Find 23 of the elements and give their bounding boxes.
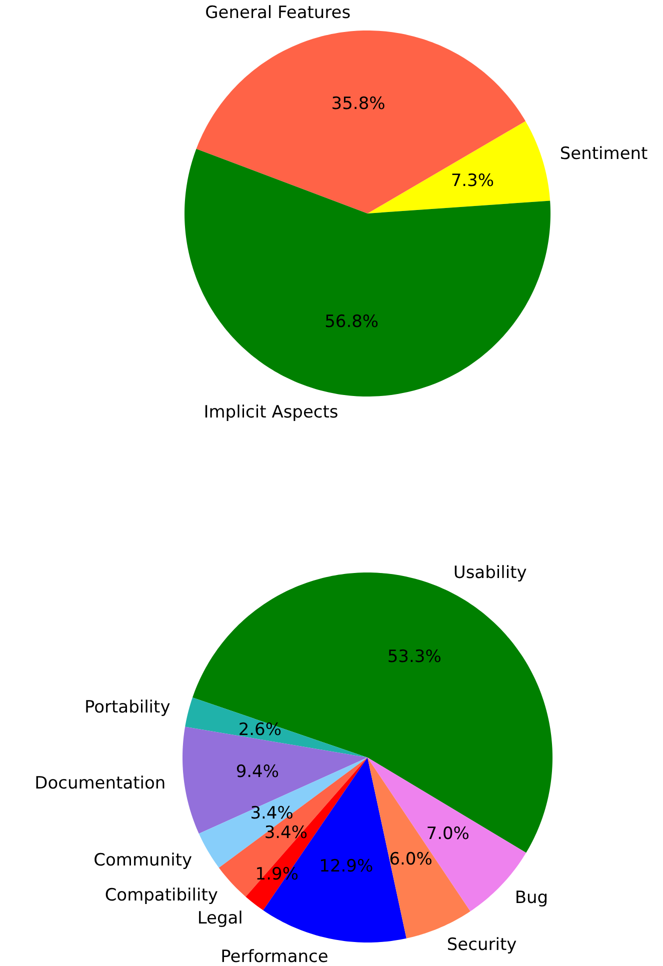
slice-label: Compatibility [104, 885, 218, 906]
slice-label: Implicit Aspects [204, 402, 338, 423]
data-label: 35.8% [331, 94, 386, 114]
data-label: 7.3% [450, 171, 494, 192]
data-label: 56.8% [324, 312, 379, 332]
slice-label: General Features [205, 2, 351, 23]
slice-label: Bug [514, 888, 548, 908]
slice-label: Legal [197, 908, 243, 928]
data-label: 7.0% [426, 824, 470, 844]
data-label: 3.4% [250, 804, 294, 824]
data-label: 6.0% [389, 850, 432, 870]
slice-label: Documentation [34, 774, 166, 794]
data-label: 12.9% [319, 856, 374, 876]
slice-label: Performance [220, 947, 328, 966]
slice-label: Security [446, 934, 517, 955]
data-label: 3.4% [264, 822, 308, 843]
data-label: 53.3% [387, 646, 442, 667]
slice-label: Usability [453, 563, 527, 584]
data-label: 2.6% [238, 720, 282, 740]
slice-label: Sentiment [560, 144, 648, 164]
data-label: 9.4% [236, 762, 280, 782]
slice-label: Portability [84, 697, 170, 718]
slice-label: Community [94, 850, 192, 871]
